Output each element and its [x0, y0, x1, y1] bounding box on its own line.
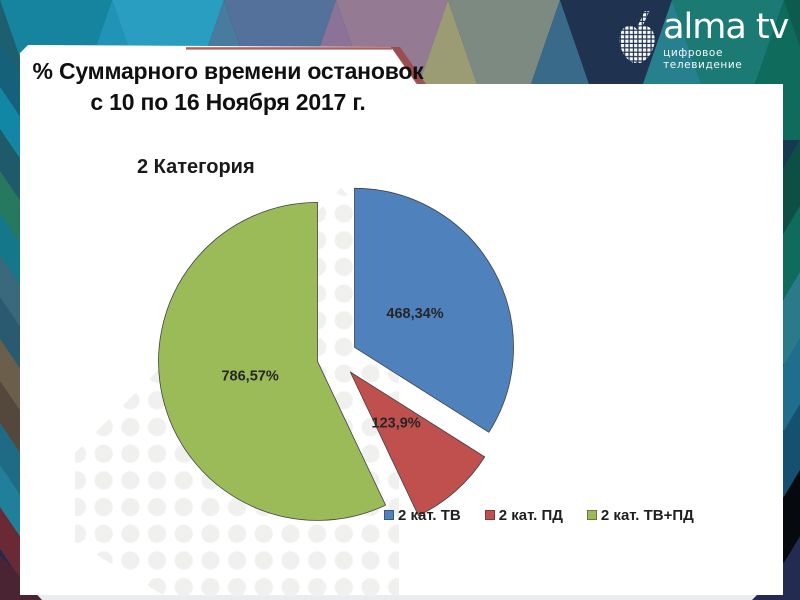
legend-swatch-icon: [384, 510, 394, 520]
background-triangle: [672, 0, 784, 162]
slide-title-line2: с 10 по 16 Ноября 2017 г.: [90, 89, 366, 115]
slide-title: % Суммарного времени остановок с 10 по 1…: [22, 56, 434, 118]
legend-item: 2 кат. ТВ+ПД: [586, 507, 694, 524]
slide-title-line1: % Суммарного времени остановок: [32, 58, 424, 84]
legend-label: 2 кат. ТВ: [398, 507, 461, 524]
legend-label: 2 кат. ТВ+ПД: [600, 507, 694, 524]
background-bottom-strip: [0, 592, 800, 600]
legend-item: 2 кат. ПД: [484, 507, 563, 524]
alma-tv-logo: alma tv цифровое телевидение: [616, 7, 800, 71]
logo-brand-text: alma tv: [663, 7, 789, 47]
logo-subtitle-text: цифровое телевидение: [663, 47, 743, 71]
chart-legend: 2 кат. ТВ 2 кат. ПД 2 кат. ТВ+ПД: [384, 507, 694, 524]
pixel-apple-icon: [619, 11, 655, 63]
legend-swatch-icon: [484, 510, 495, 520]
chart-title: 2 Категория: [137, 156, 255, 178]
legend-swatch-icon: [586, 510, 597, 520]
background-triangle: [784, 0, 800, 47]
background-triangle: [448, 0, 560, 162]
legend-item: 2 кат. ТВ: [384, 507, 461, 524]
legend-label: 2 кат. ПД: [498, 507, 563, 524]
